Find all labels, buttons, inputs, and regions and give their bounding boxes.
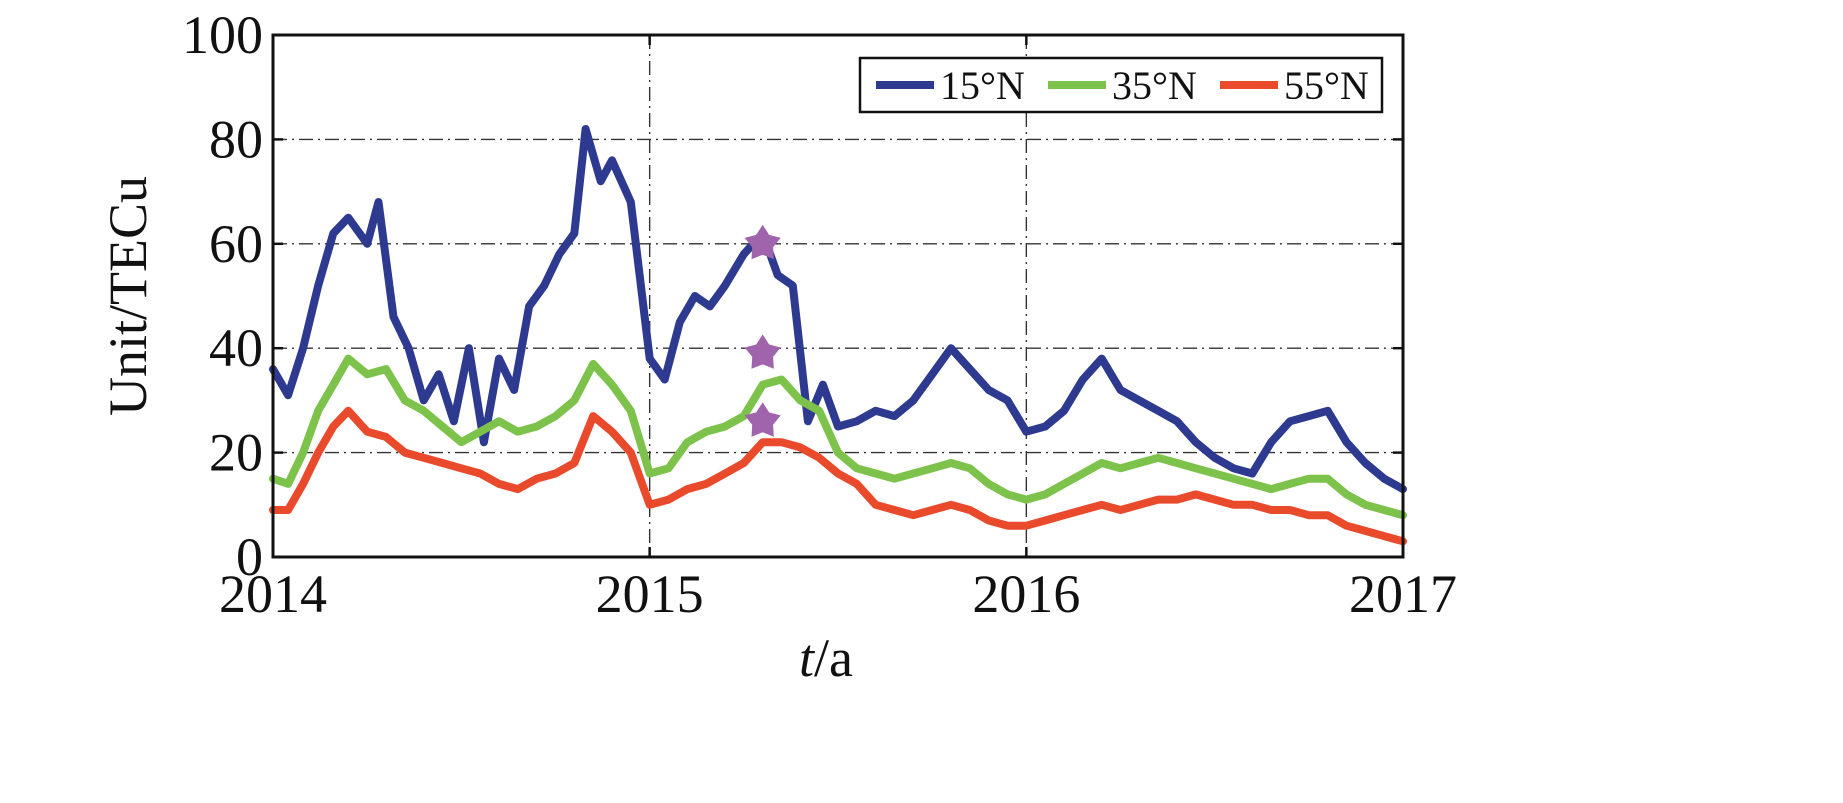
- y-tick-label: 80: [209, 109, 263, 169]
- y-tick-label: 20: [209, 423, 263, 483]
- legend: 15°N 35°N 55°N: [858, 56, 1384, 114]
- y-tick-label: 40: [209, 318, 263, 378]
- x-axis-title-unit: /a: [814, 628, 853, 688]
- legend-box: [858, 56, 1384, 114]
- star-marker: [744, 224, 781, 260]
- series-line-2: [269, 354, 1407, 520]
- legend-label: 35°N: [1112, 63, 1197, 108]
- series-line-1: [269, 125, 1407, 494]
- series-line-3: [269, 406, 1407, 546]
- x-tick-label: 2017: [1349, 564, 1457, 624]
- y-tick-labels: 0 20 40 60 80 100: [182, 5, 263, 587]
- x-tick-label: 2015: [596, 564, 704, 624]
- star-marker: [744, 402, 781, 437]
- y-tick-label: 60: [209, 214, 263, 274]
- x-tick-label: 2016: [972, 564, 1080, 624]
- x-tick-labels: 2014 2015 2016 2017: [219, 564, 1457, 624]
- x-axis-title: t/a: [799, 628, 853, 688]
- plot-frame: [271, 33, 1405, 559]
- star-markers: [744, 224, 781, 437]
- legend-items: 15°N 35°N 55°N: [876, 63, 1369, 108]
- axis-ticks: [271, 33, 1405, 559]
- y-tick-label: 100: [182, 5, 263, 65]
- legend-label: 15°N: [940, 63, 1025, 108]
- y-axis-title: Unit/TECu: [98, 176, 158, 416]
- legend-label: 55°N: [1284, 63, 1369, 108]
- star-marker: [744, 334, 781, 369]
- series-lines: [269, 125, 1407, 546]
- x-tick-label: 2014: [219, 564, 327, 624]
- x-axis-title-variable: t: [799, 628, 816, 688]
- y-tick-label: 0: [236, 527, 263, 587]
